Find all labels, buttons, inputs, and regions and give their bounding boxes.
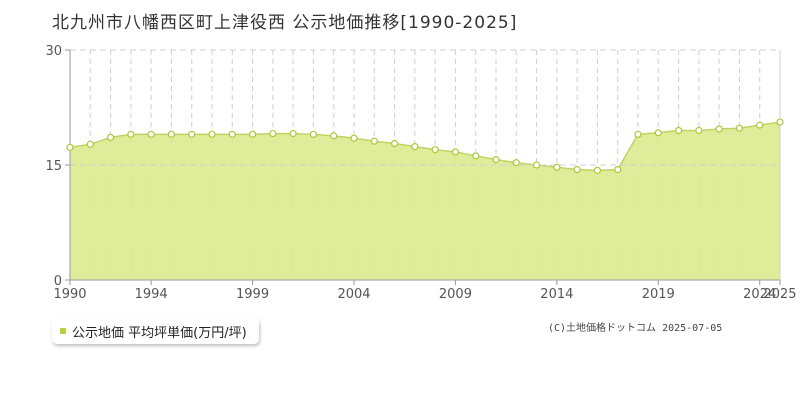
legend-swatch <box>60 328 66 334</box>
data-point <box>776 118 784 126</box>
x-tick-label: 2009 <box>439 287 472 302</box>
x-tick-label: 2014 <box>540 287 573 302</box>
data-point <box>127 130 135 138</box>
horizontal-grid <box>70 49 780 166</box>
x-tick-label: 1990 <box>53 287 86 302</box>
data-point <box>532 161 541 169</box>
data-point <box>208 130 216 138</box>
area-layer <box>69 121 781 280</box>
data-point <box>269 129 277 138</box>
data-point <box>634 130 642 138</box>
data-point <box>451 148 460 156</box>
data-point <box>350 134 358 142</box>
data-point <box>390 139 399 148</box>
y-tick-labels: 0 15 30 <box>45 44 62 289</box>
credit-text: (C)土地価格ドットコム 2025-07-05 <box>548 323 723 334</box>
data-point <box>228 130 236 138</box>
data-point <box>106 133 115 141</box>
data-point <box>674 126 683 135</box>
data-point <box>86 140 94 148</box>
data-point <box>188 130 196 138</box>
data-point <box>330 132 338 140</box>
data-point <box>370 137 378 145</box>
data-point <box>492 156 500 164</box>
data-point <box>167 130 176 138</box>
x-tick-label: 1999 <box>236 287 269 302</box>
y-tick-label: 15 <box>45 159 62 174</box>
data-point <box>248 130 257 138</box>
data-point <box>431 146 439 154</box>
x-tick-label: 1994 <box>135 287 168 302</box>
data-point <box>593 166 602 174</box>
y-tick-label: 0 <box>54 274 62 289</box>
data-point <box>512 159 520 167</box>
x-tick-label: 2025 <box>763 287 796 302</box>
data-point <box>735 124 744 132</box>
series-area <box>70 122 780 280</box>
data-point <box>309 130 318 138</box>
y-tick-label: 30 <box>45 44 62 59</box>
axes <box>65 49 781 285</box>
data-point <box>66 143 74 151</box>
data-point <box>654 129 662 137</box>
x-tick-label: 2024 <box>743 287 776 302</box>
chart-title: 北九州市八幡西区町上津役西 公示地価推移[1990-2025] <box>52 13 518 33</box>
data-point <box>614 166 622 174</box>
data-point <box>411 143 419 151</box>
data-points <box>66 118 784 174</box>
data-point <box>695 126 703 135</box>
data-point <box>553 163 561 171</box>
legend: 公示地価 平均坪単価(万円/坪) <box>52 318 259 344</box>
data-point <box>715 125 723 133</box>
data-point <box>147 130 155 138</box>
x-tick-label: 2004 <box>337 287 370 302</box>
data-point <box>756 121 764 129</box>
legend-label: 公示地価 平均坪単価(万円/坪) <box>72 325 247 341</box>
data-point <box>289 129 297 138</box>
data-point <box>472 152 480 160</box>
x-tick-label: 2019 <box>642 287 675 302</box>
data-point <box>573 166 581 174</box>
